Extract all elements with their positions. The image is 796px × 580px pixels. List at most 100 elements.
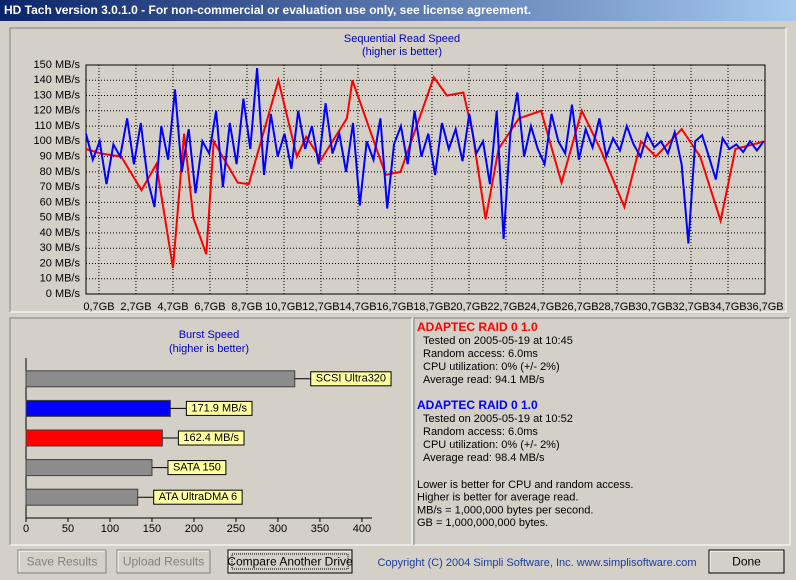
button-label: Upload Results xyxy=(123,555,204,569)
chart-title: Burst Speed xyxy=(179,329,240,341)
bar xyxy=(25,370,296,388)
bar xyxy=(25,459,153,477)
result-line: Tested on 2005-05-19 at 10:52 xyxy=(423,413,573,425)
y-tick-label: 150 MB/s xyxy=(34,59,81,71)
panel-edge xyxy=(9,317,412,545)
button[interactable] xyxy=(227,549,353,574)
note: Higher is better for average read. xyxy=(417,492,578,504)
x-tick-label: 300 xyxy=(269,523,287,535)
y-tick-label: 20 MB/s xyxy=(40,257,81,269)
x-tick-label: 30,7GB xyxy=(635,301,672,313)
result-line: Random access: 6.0ms xyxy=(423,426,538,438)
x-tick-label: 100 xyxy=(101,523,119,535)
result-line: CPU utilization: 0% (+/- 2%) xyxy=(423,439,560,451)
x-tick-label: 250 xyxy=(227,523,245,535)
x-tick-label: 16,7GB xyxy=(376,301,413,313)
result-line: Average read: 94.1 MB/s xyxy=(423,374,545,386)
x-tick-label: 28,7GB xyxy=(598,301,635,313)
note: Lower is better for CPU and random acces… xyxy=(417,479,633,491)
x-tick-label: 8,7GB xyxy=(231,301,262,313)
bar xyxy=(25,399,171,417)
y-tick-label: 90 MB/s xyxy=(40,151,81,163)
x-tick-label: 24,7GB xyxy=(524,301,561,313)
panel-edge xyxy=(10,28,787,313)
y-tick-label: 10 MB/s xyxy=(40,273,81,285)
y-tick-label: 50 MB/s xyxy=(40,212,81,224)
panel-edge xyxy=(414,318,791,546)
x-tick-label: 2,7GB xyxy=(120,301,151,313)
button-label: Save Results xyxy=(27,555,98,569)
x-tick-label: 26,7GB xyxy=(561,301,598,313)
label-box xyxy=(167,460,227,476)
button xyxy=(116,549,211,574)
button-bevel xyxy=(228,550,351,572)
result-line: Random access: 6.0ms xyxy=(423,348,538,360)
y-tick-label: 80 MB/s xyxy=(40,166,81,178)
button-bevel xyxy=(117,550,209,572)
label-box xyxy=(185,400,253,416)
button-bevel xyxy=(18,550,105,572)
chart-title: Sequential Read Speed xyxy=(344,33,460,45)
x-tick-label: 4,7GB xyxy=(157,301,188,313)
x-tick-label: 36,7GB xyxy=(746,301,783,313)
button-bevel xyxy=(709,550,783,572)
x-tick-label: 22,7GB xyxy=(487,301,524,313)
bar-label: 171.9 MB/s xyxy=(191,402,247,414)
y-tick-label: 0 MB/s xyxy=(46,288,81,300)
x-tick-label: 6,7GB xyxy=(194,301,225,313)
x-tick-label: 400 xyxy=(353,523,371,535)
button[interactable] xyxy=(708,549,785,574)
label-box xyxy=(310,371,392,387)
x-tick-label: 14,7GB xyxy=(339,301,376,313)
focus-ring xyxy=(231,553,349,570)
chart-subtitle: (higher is better) xyxy=(169,343,249,355)
x-tick-label: 0,7GB xyxy=(83,301,114,313)
y-tick-label: 30 MB/s xyxy=(40,242,81,254)
x-tick-label: 20,7GB xyxy=(450,301,487,313)
label-box xyxy=(177,430,245,446)
x-tick-label: 350 xyxy=(311,523,329,535)
y-tick-label: 140 MB/s xyxy=(34,74,81,86)
bar-label: 162.4 MB/s xyxy=(183,432,239,444)
bar-label: SCSI Ultra320 xyxy=(316,373,386,385)
y-tick-label: 70 MB/s xyxy=(40,181,81,193)
x-tick-label: 150 xyxy=(143,523,161,535)
x-tick-label: 50 xyxy=(62,523,74,535)
bar-label: ATA UltraDMA 6 xyxy=(159,491,237,503)
plot-frame xyxy=(85,64,766,295)
note: MB/s = 1,000,000 bytes per second. xyxy=(417,504,593,516)
x-tick-label: 32,7GB xyxy=(672,301,709,313)
y-tick-label: 60 MB/s xyxy=(40,196,81,208)
panel-edge xyxy=(10,318,413,546)
x-tick-label: 0 xyxy=(23,523,29,535)
title-bar xyxy=(0,0,796,21)
result-line: CPU utilization: 0% (+/- 2%) xyxy=(423,361,560,373)
button-label[interactable]: Compare Another Drive xyxy=(227,555,353,569)
y-tick-label: 110 MB/s xyxy=(34,120,80,132)
note: GB = 1,000,000,000 bytes. xyxy=(417,517,548,529)
result-line: Tested on 2005-05-19 at 10:45 xyxy=(423,335,573,347)
copyright: Copyright (C) 2004 Simpli Software, Inc.… xyxy=(377,557,696,569)
window-title: HD Tach version 3.0.1.0 - For non-commer… xyxy=(4,3,531,17)
chart-subtitle: (higher is better) xyxy=(362,46,442,58)
panel-edge xyxy=(9,27,786,312)
x-tick-label: 200 xyxy=(185,523,203,535)
bar xyxy=(25,429,163,447)
x-tick-label: 12,7GB xyxy=(302,301,339,313)
x-tick-label: 18,7GB xyxy=(413,301,450,313)
panel-edge xyxy=(413,317,790,545)
result-heading: ADAPTEC RAID 0 1.0 xyxy=(417,320,538,334)
bar-label: SATA 150 xyxy=(173,462,221,474)
series-line xyxy=(85,75,766,269)
panels xyxy=(9,27,791,546)
x-tick-label: 10,7GB xyxy=(265,301,302,313)
x-tick-label: 34,7GB xyxy=(709,301,746,313)
button xyxy=(17,549,107,574)
result-heading: ADAPTEC RAID 0 1.0 xyxy=(417,398,538,412)
y-tick-label: 100 MB/s xyxy=(34,135,81,147)
y-tick-label: 40 MB/s xyxy=(40,227,81,239)
result-line: Average read: 98.4 MB/s xyxy=(423,452,545,464)
label-box xyxy=(153,489,243,505)
button-label[interactable]: Done xyxy=(732,555,761,569)
